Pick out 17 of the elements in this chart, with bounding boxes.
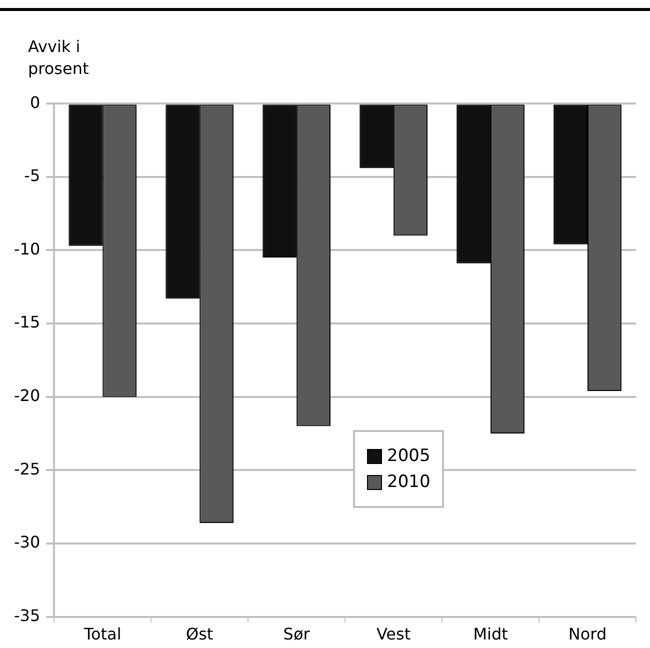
x-tick-label: Vest bbox=[376, 624, 411, 644]
y-tick-label: -30 bbox=[14, 532, 40, 552]
legend-label: 2010 bbox=[387, 472, 430, 492]
x-tick-label: Total bbox=[82, 624, 122, 644]
y-tick-label: -25 bbox=[14, 459, 40, 478]
y-tick-label: 0 bbox=[30, 92, 40, 112]
x-tick-label: Sør bbox=[283, 624, 310, 644]
y-tick-label: -10 bbox=[14, 239, 40, 258]
y-tick-label: -20 bbox=[14, 386, 40, 406]
y-axis-title: Avvik i prosent bbox=[28, 36, 90, 80]
y-tick-label: -35 bbox=[14, 606, 40, 625]
x-tick-label: Nord bbox=[568, 624, 607, 644]
y-tick-label: -15 bbox=[14, 312, 40, 332]
y-tick-label: -5 bbox=[24, 166, 40, 186]
legend-label: 2005 bbox=[387, 446, 430, 466]
x-tick-label: Midt bbox=[473, 624, 508, 644]
x-tick-label: Øst bbox=[186, 624, 214, 644]
